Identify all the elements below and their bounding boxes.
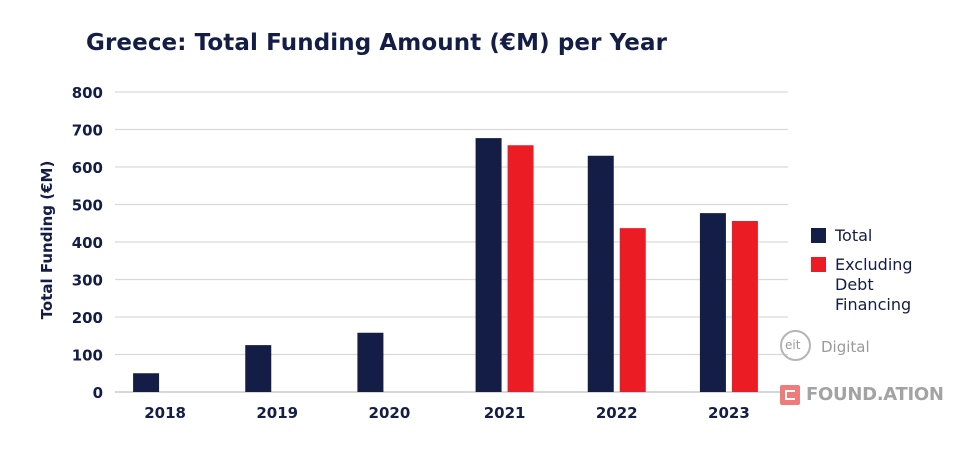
- x-tick-label: 2023: [708, 404, 750, 422]
- bar-excluding-debt-2021: [507, 145, 534, 392]
- legend-swatch: [811, 257, 826, 272]
- y-tick-label: 100: [72, 347, 103, 365]
- foundation-logo: FOUND.ATION: [780, 383, 955, 407]
- legend-label: Excluding Debt Financing: [835, 255, 913, 314]
- bar-total-2020: [357, 332, 384, 392]
- y-tick-label: 700: [72, 122, 103, 140]
- y-tick-label: 500: [72, 197, 103, 215]
- x-tick-label: 2019: [256, 404, 298, 422]
- bar-excluding-debt-2022: [619, 228, 646, 392]
- foundation-text: FOUND.ATION: [806, 384, 944, 405]
- foundation-icon: [780, 385, 800, 405]
- y-tick-labels: 0 100 200 300 400 500 600 700 800: [72, 84, 103, 402]
- eit-digital-logo: eit Digital: [780, 330, 900, 366]
- x-tick-label: 2020: [369, 404, 411, 422]
- chart-title: Greece: Total Funding Amount (€M) per Ye…: [86, 30, 668, 56]
- x-tick-label: 2018: [144, 404, 186, 422]
- legend: Total Excluding Debt Financing: [811, 226, 945, 324]
- y-tick-label: 200: [72, 309, 103, 327]
- legend-item: Excluding Debt Financing: [811, 255, 945, 315]
- bar-total-2019: [245, 345, 272, 392]
- y-tick-label: 400: [72, 234, 103, 252]
- eit-circle-icon: [780, 330, 811, 361]
- bar-total-2023: [699, 213, 726, 392]
- bar-total-2018: [133, 373, 160, 392]
- bars: [133, 138, 758, 392]
- eit-mark-text: eit: [785, 338, 801, 352]
- x-tick-label: 2021: [484, 404, 526, 422]
- y-tick-label: 800: [72, 84, 103, 102]
- x-tick-label: 2022: [596, 404, 638, 422]
- y-axis-title: Total Funding (€M): [38, 161, 56, 320]
- y-tick-label: 0: [93, 384, 103, 402]
- bar-total-2021: [475, 138, 502, 392]
- x-tick-labels: 2018 2019 2020 2021 2022 2023: [144, 404, 750, 422]
- eit-digital-text: Digital: [821, 338, 870, 356]
- bar-total-2022: [587, 155, 614, 392]
- y-tick-label: 600: [72, 159, 103, 177]
- grid-lines: [115, 91, 788, 393]
- legend-label: Total: [835, 226, 873, 245]
- y-tick-label: 300: [72, 272, 103, 290]
- legend-swatch: [811, 228, 826, 243]
- bar-excluding-debt-2023: [731, 221, 758, 392]
- legend-item: Total: [811, 226, 945, 246]
